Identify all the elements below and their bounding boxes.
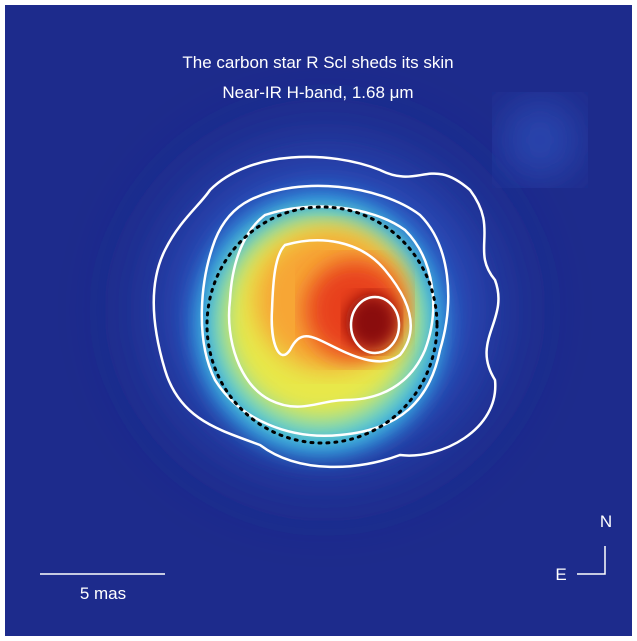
- compass-east: E: [555, 565, 566, 584]
- compass-north: N: [600, 512, 612, 531]
- star-image: The carbon star R Scl sheds its skin Nea…: [0, 0, 637, 641]
- scale-label: 5 mas: [80, 584, 126, 603]
- subtitle-line: Near-IR H-band, 1.68 μm: [222, 83, 413, 102]
- title-line: The carbon star R Scl sheds its skin: [182, 53, 453, 72]
